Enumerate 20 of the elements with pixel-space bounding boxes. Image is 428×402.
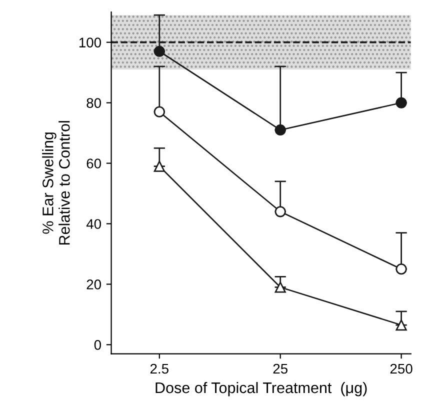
y-tick-label: 80 [86,98,102,108]
point [154,46,165,57]
point [154,160,165,172]
y-axis-title: % Ear Swelling Relative to Control [42,121,70,244]
y-tick-label: 20 [86,280,102,290]
y-tick-label: 40 [86,219,102,229]
x-axis-title: Dose of Topical Treatment (μg) [156,382,367,396]
point [154,106,165,118]
x-tick-label: 250 [390,364,412,374]
point [274,206,286,218]
point [274,124,286,136]
point [396,97,407,108]
point [396,319,407,331]
point [274,282,286,293]
x-tick-label: 2.5 [150,364,168,374]
x-tick-label: 25 [273,364,288,374]
y-tick-label: 0 [94,340,102,350]
y-tick-label: 60 [86,158,102,168]
y-tick-label: 100 [79,38,102,48]
point [396,264,407,275]
